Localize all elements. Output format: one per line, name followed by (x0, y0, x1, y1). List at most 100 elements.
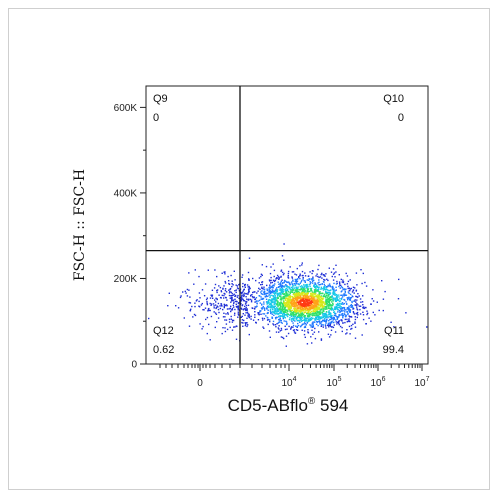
event-dot (274, 295, 277, 297)
event-dot (312, 304, 314, 306)
event-dot (302, 296, 305, 298)
event-dot (244, 324, 247, 327)
event-dot (314, 327, 316, 330)
event-dot (257, 313, 260, 315)
event-dot (294, 305, 297, 307)
event-dot (292, 305, 294, 307)
event-dot (271, 304, 273, 307)
event-dot (317, 290, 320, 292)
event-dot (342, 314, 345, 317)
event-dot (247, 324, 249, 326)
event-dot (270, 279, 272, 282)
event-dot (284, 328, 287, 331)
event-dot (283, 298, 285, 300)
event-dot (248, 316, 251, 319)
event-dot (328, 326, 330, 328)
event-dot (318, 298, 320, 300)
event-dot (308, 313, 311, 315)
event-dot (293, 307, 295, 310)
event-dot (224, 282, 227, 284)
event-dot (323, 315, 326, 317)
event-dot (317, 268, 319, 271)
event-dot (244, 305, 246, 308)
event-dot (339, 310, 341, 313)
event-dot (289, 299, 291, 301)
event-dot (300, 318, 302, 321)
event-dot (299, 309, 302, 311)
event-dot (331, 317, 334, 319)
event-dot (228, 280, 230, 282)
event-dot (302, 319, 304, 321)
event-dot (300, 292, 303, 294)
event-dot (308, 318, 310, 320)
event-dot (307, 314, 309, 317)
event-dot (393, 326, 395, 328)
event-dot (249, 298, 252, 301)
event-dot (343, 313, 345, 315)
event-dot (230, 309, 232, 311)
event-dot (233, 306, 235, 308)
event-dot (274, 292, 276, 295)
event-dot (305, 300, 307, 303)
event-dot (347, 280, 350, 283)
event-dot (303, 309, 305, 311)
event-dot (327, 294, 330, 296)
event-dot (272, 296, 275, 298)
event-dot (268, 279, 271, 281)
event-dot (240, 302, 242, 305)
event-dot (273, 324, 275, 326)
event-dot (264, 309, 266, 311)
event-dot (371, 298, 373, 300)
event-dot (289, 303, 291, 305)
event-dot (295, 287, 297, 289)
event-dot (233, 293, 235, 295)
event-dot (335, 300, 338, 302)
event-dot (291, 286, 293, 289)
event-dot (335, 295, 338, 297)
event-dot (354, 304, 356, 306)
event-dot (245, 308, 247, 311)
event-dot (280, 311, 282, 314)
event-dot (322, 289, 325, 291)
event-dot (281, 282, 284, 284)
quadrant-value-q11: 99.4 (383, 344, 404, 356)
event-dot (287, 270, 290, 273)
event-dot (333, 316, 335, 319)
event-dot (346, 283, 349, 285)
event-dot (257, 290, 259, 292)
event-dot (228, 282, 230, 285)
event-dot (236, 287, 239, 289)
event-dot (267, 318, 269, 321)
event-dot (357, 304, 359, 306)
event-dot (340, 298, 343, 300)
event-dot (263, 307, 266, 309)
event-dot (279, 319, 281, 322)
event-dot (291, 320, 293, 323)
event-dot (271, 287, 274, 289)
event-dot (288, 305, 290, 307)
event-dot (329, 291, 331, 294)
event-dot (261, 290, 263, 292)
event-dot (317, 289, 320, 291)
event-dot (356, 316, 358, 319)
event-dot (300, 315, 303, 317)
event-dot (336, 298, 338, 300)
event-dot (356, 306, 358, 308)
event-dot (215, 301, 217, 303)
event-dot (304, 320, 307, 322)
event-dot (328, 312, 330, 314)
event-dot (319, 296, 321, 298)
event-dot (335, 321, 337, 323)
event-dot (325, 301, 327, 303)
event-dot (310, 296, 312, 298)
event-dot (231, 329, 234, 331)
event-dot (360, 269, 362, 271)
event-dot (311, 329, 313, 331)
event-dot (228, 321, 231, 323)
event-dot (304, 306, 307, 308)
event-dot (209, 302, 211, 305)
event-dot (355, 312, 358, 315)
event-dot (346, 275, 349, 277)
event-dot (280, 305, 282, 307)
event-dot (285, 304, 287, 307)
